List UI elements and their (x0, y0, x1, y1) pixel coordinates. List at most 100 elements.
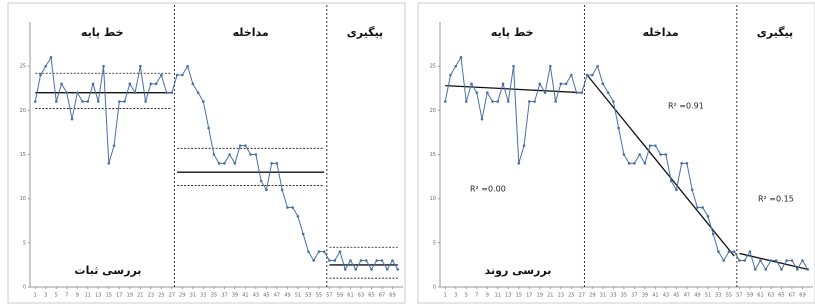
data-point (223, 162, 226, 165)
x-tick-label: 61 (347, 293, 353, 299)
data-point (638, 153, 641, 156)
y-tick-label: 15 (430, 152, 436, 158)
data-point (659, 153, 662, 156)
x-tick-label: 41 (652, 293, 658, 299)
annotation: R² =0.15 (758, 195, 794, 204)
data-point (370, 268, 373, 271)
data-point (481, 118, 484, 121)
data-point (60, 83, 63, 86)
x-tick-label: 49 (284, 293, 290, 299)
x-tick-label: 3 (44, 293, 47, 299)
x-tick-label: 21 (547, 293, 553, 299)
x-tick-label: 51 (295, 293, 301, 299)
data-point (234, 162, 237, 165)
x-tick-label: 59 (747, 293, 753, 299)
x-tick-label: 7 (475, 293, 478, 299)
x-tick-label: 57 (326, 293, 332, 299)
data-point (192, 83, 195, 86)
data-point (712, 233, 715, 236)
data-point (602, 83, 605, 86)
data-point (518, 162, 521, 165)
x-tick-label: 57 (736, 293, 742, 299)
data-point (176, 74, 179, 77)
caption: بررسی ثبات (75, 264, 142, 277)
data-point (181, 74, 184, 77)
y-tick-label: 10 (430, 196, 436, 202)
data-point (50, 56, 53, 59)
x-tick-label: 21 (137, 293, 143, 299)
data-point (65, 91, 68, 94)
data-point (228, 153, 231, 156)
data-point (323, 250, 326, 253)
data-point (265, 189, 268, 192)
x-tick-label: 55 (726, 293, 732, 299)
chart-panel: 0510152025135791113151719212325272931333… (418, 3, 815, 303)
data-point (396, 268, 399, 271)
x-tick-label: 61 (757, 293, 763, 299)
x-tick-label: 15 (516, 293, 522, 299)
data-point (770, 259, 773, 262)
data-point (628, 162, 631, 165)
data-point (801, 259, 804, 262)
data-point (249, 153, 252, 156)
data-point (575, 91, 578, 94)
data-point (470, 83, 473, 86)
data-point (281, 189, 284, 192)
x-tick-label: 37 (631, 293, 637, 299)
data-point (465, 100, 468, 103)
data-point (691, 189, 694, 192)
data-point (728, 250, 731, 253)
data-point (202, 100, 205, 103)
data-point (102, 65, 105, 68)
x-tick-label: 25 (568, 293, 574, 299)
data-point (312, 259, 315, 262)
x-tick-label: 11 (85, 293, 91, 299)
x-tick-label: 67 (379, 293, 385, 299)
y-tick-label: 0 (433, 285, 436, 291)
x-tick-label: 45 (263, 293, 269, 299)
data-point (286, 206, 289, 209)
data-point (539, 83, 542, 86)
data-point (623, 153, 626, 156)
panel-frame (8, 3, 405, 303)
data-point (675, 189, 678, 192)
phase-label: مداخله (643, 26, 679, 39)
data-point (197, 91, 200, 94)
x-tick-label: 39 (232, 293, 238, 299)
x-tick-label: 15 (106, 293, 112, 299)
data-point (775, 259, 778, 262)
data-point (549, 65, 552, 68)
data-point (759, 259, 762, 262)
x-tick-label: 29 (589, 293, 595, 299)
data-point (391, 259, 394, 262)
x-tick-label: 69 (799, 293, 805, 299)
data-point (449, 74, 452, 77)
x-tick-label: 67 (789, 293, 795, 299)
x-tick-label: 13 (505, 293, 511, 299)
data-point (644, 162, 647, 165)
data-point (86, 100, 89, 103)
x-tick-label: 5 (465, 293, 468, 299)
data-point (722, 259, 725, 262)
data-point (113, 144, 116, 147)
data-point (701, 206, 704, 209)
x-tick-label: 23 (148, 293, 154, 299)
data-point (218, 162, 221, 165)
data-point (796, 268, 799, 271)
data-point (717, 250, 720, 253)
data-point (596, 65, 599, 68)
data-point (512, 65, 515, 68)
x-tick-label: 41 (242, 293, 248, 299)
data-point (791, 259, 794, 262)
x-tick-label: 9 (486, 293, 489, 299)
x-tick-label: 1 (444, 293, 447, 299)
data-point (491, 100, 494, 103)
x-tick-label: 55 (316, 293, 322, 299)
data-point (533, 100, 536, 103)
data-point (554, 100, 557, 103)
data-point (129, 83, 132, 86)
x-tick-label: 7 (65, 293, 68, 299)
data-point (565, 83, 568, 86)
data-point (649, 144, 652, 147)
